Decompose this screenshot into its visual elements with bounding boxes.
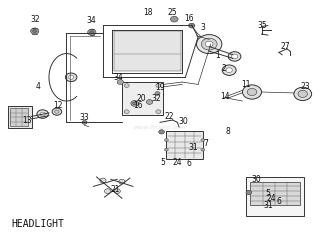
Text: 14: 14 xyxy=(220,92,230,101)
Text: 21: 21 xyxy=(110,185,120,194)
Text: 4: 4 xyxy=(36,82,40,90)
Circle shape xyxy=(100,178,106,183)
Text: 7: 7 xyxy=(203,138,208,148)
Bar xyxy=(8,106,32,128)
Text: 34: 34 xyxy=(113,73,123,82)
Circle shape xyxy=(201,38,217,50)
Circle shape xyxy=(298,90,308,97)
Text: 33: 33 xyxy=(79,113,89,122)
Circle shape xyxy=(155,91,160,95)
Text: 11: 11 xyxy=(242,80,251,89)
Circle shape xyxy=(164,148,168,151)
Circle shape xyxy=(117,80,124,84)
Circle shape xyxy=(66,73,77,82)
Text: 35: 35 xyxy=(257,21,267,30)
Circle shape xyxy=(40,112,45,116)
Text: 13: 13 xyxy=(23,115,32,125)
Bar xyxy=(166,131,203,159)
Text: 24: 24 xyxy=(267,194,276,204)
Text: 31: 31 xyxy=(188,143,198,152)
Circle shape xyxy=(88,29,96,35)
Circle shape xyxy=(226,68,232,72)
Bar xyxy=(10,108,28,126)
Circle shape xyxy=(171,16,178,22)
Bar xyxy=(246,177,304,216)
Text: www.6moto.com: www.6moto.com xyxy=(134,125,186,130)
Text: 5: 5 xyxy=(160,158,165,167)
Circle shape xyxy=(55,110,59,113)
Text: 8: 8 xyxy=(226,127,231,136)
Circle shape xyxy=(124,110,129,114)
Text: 12: 12 xyxy=(53,101,63,110)
Text: 19: 19 xyxy=(155,84,165,92)
Text: HEADLIGHT: HEADLIGHT xyxy=(11,219,64,229)
Text: 24: 24 xyxy=(172,158,182,167)
Circle shape xyxy=(231,54,238,59)
Bar xyxy=(251,182,300,205)
Text: 32: 32 xyxy=(151,94,161,103)
Bar xyxy=(122,82,163,115)
Circle shape xyxy=(52,108,62,115)
Circle shape xyxy=(37,110,48,118)
Circle shape xyxy=(90,31,94,34)
Text: 5: 5 xyxy=(265,189,270,198)
Text: 3: 3 xyxy=(200,23,205,32)
Circle shape xyxy=(201,148,205,151)
Text: 1: 1 xyxy=(215,51,220,60)
Text: 30: 30 xyxy=(178,117,188,126)
Circle shape xyxy=(188,23,195,28)
Text: 30: 30 xyxy=(252,175,261,184)
Circle shape xyxy=(82,120,87,124)
Text: 18: 18 xyxy=(143,8,153,17)
Circle shape xyxy=(119,179,125,184)
Circle shape xyxy=(164,139,168,142)
Text: 22: 22 xyxy=(164,112,174,121)
Circle shape xyxy=(105,189,111,193)
Circle shape xyxy=(159,130,164,134)
Bar xyxy=(114,31,180,71)
Circle shape xyxy=(131,101,139,106)
Circle shape xyxy=(156,84,161,88)
Text: 16: 16 xyxy=(134,101,143,110)
Text: 6: 6 xyxy=(187,159,192,168)
Circle shape xyxy=(246,190,252,194)
Text: 23: 23 xyxy=(300,82,310,91)
Circle shape xyxy=(196,35,222,54)
Circle shape xyxy=(146,100,153,104)
Text: 2: 2 xyxy=(221,65,226,73)
Text: 6: 6 xyxy=(276,197,281,206)
Circle shape xyxy=(133,102,137,105)
Text: 20: 20 xyxy=(136,94,146,103)
Text: 31: 31 xyxy=(263,201,273,210)
Circle shape xyxy=(156,110,161,114)
Text: 27: 27 xyxy=(281,42,290,51)
Circle shape xyxy=(114,189,120,193)
Circle shape xyxy=(31,28,39,34)
Circle shape xyxy=(205,41,213,47)
Circle shape xyxy=(124,84,129,88)
Circle shape xyxy=(68,75,74,79)
Text: 16: 16 xyxy=(185,14,194,23)
Circle shape xyxy=(228,52,241,61)
Circle shape xyxy=(201,139,205,142)
Text: 25: 25 xyxy=(167,8,177,17)
Circle shape xyxy=(222,65,236,75)
Text: 34: 34 xyxy=(86,16,96,25)
Circle shape xyxy=(247,89,257,96)
Circle shape xyxy=(294,87,312,101)
Circle shape xyxy=(33,30,36,32)
Circle shape xyxy=(243,85,261,99)
Text: 32: 32 xyxy=(31,15,40,24)
